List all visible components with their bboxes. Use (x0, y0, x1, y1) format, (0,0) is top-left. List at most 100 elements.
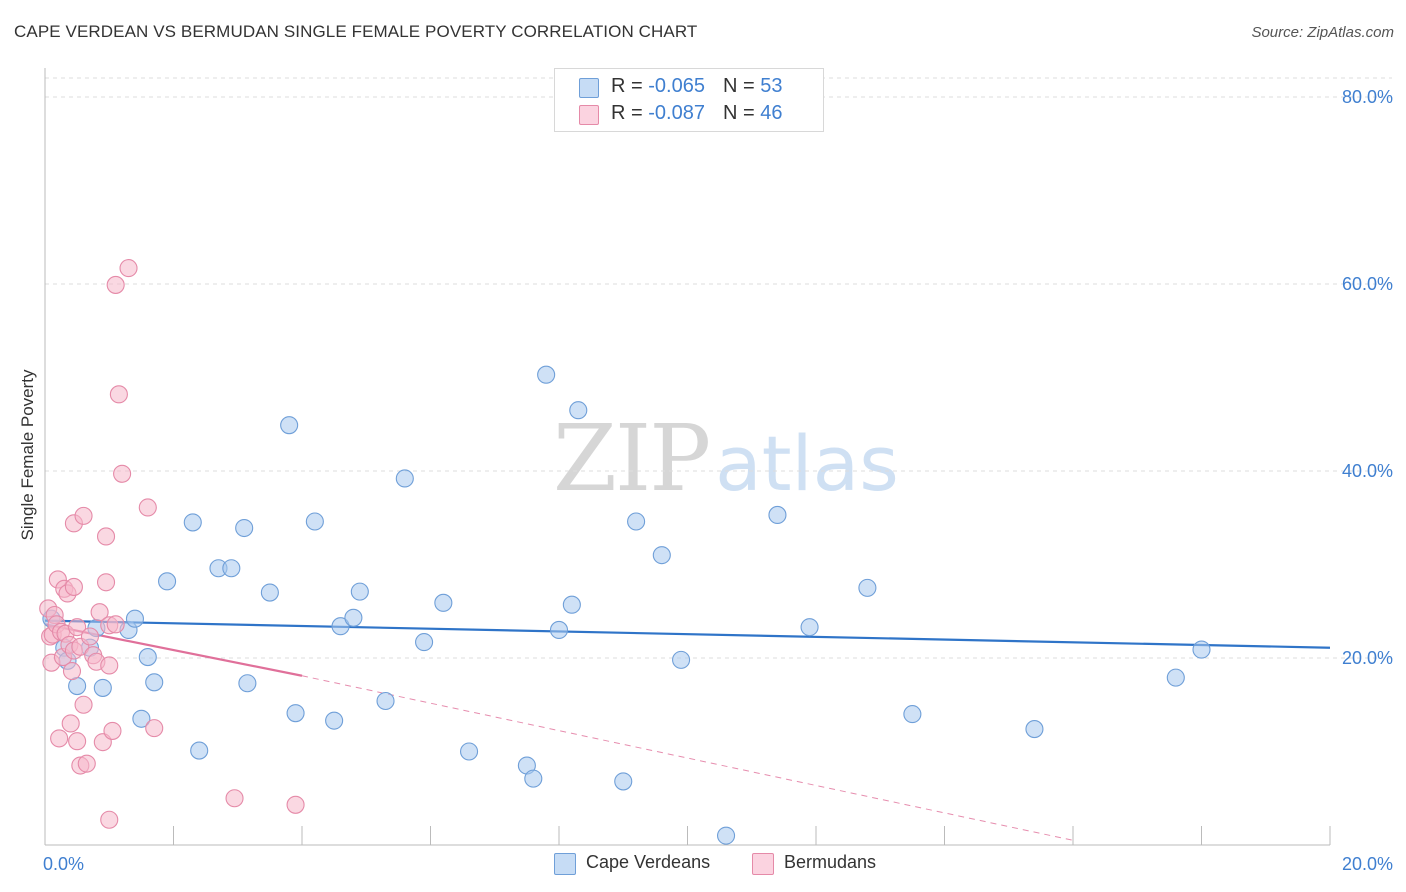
legend-swatch-blue (579, 78, 599, 98)
y-tick-label: 20.0% (1342, 648, 1393, 668)
legend-n-label: N = (722, 75, 761, 97)
point-bermudan (145, 719, 164, 738)
point-bermudan (80, 627, 100, 646)
legend-n-value: 53 (760, 75, 783, 97)
point-cape-verdean (652, 546, 671, 565)
point-cape-verdean (125, 609, 144, 628)
point-cape-verdean (569, 401, 588, 420)
point-bermudan (74, 695, 93, 714)
point-bermudan (96, 573, 116, 592)
point-cape-verdean (280, 416, 299, 435)
point-bermudan (61, 714, 80, 733)
legend-n-label: N = (722, 102, 761, 124)
point-cape-verdean (524, 769, 543, 788)
point-cape-verdean (395, 469, 414, 488)
legend-r-value: -0.087 (648, 102, 705, 124)
point-cape-verdean (768, 505, 787, 524)
point-cape-verdean (1025, 720, 1044, 739)
x-tick-label: 0.0% (43, 854, 84, 874)
y-tick-label: 80.0% (1342, 87, 1393, 107)
point-bermudan (62, 662, 82, 681)
point-cape-verdean (903, 705, 922, 724)
y-axis-label: Single Female Poverty (18, 369, 37, 541)
point-cape-verdean (344, 608, 363, 627)
watermark-zip: ZIP (553, 405, 711, 512)
point-cape-verdean (222, 559, 241, 578)
tick-labels: 20.0% 40.0% 60.0% 80.0% 0.0% 20.0% (43, 87, 1393, 874)
trend-line-extension-bermudans (301, 675, 1074, 841)
point-cape-verdean (183, 513, 202, 532)
point-bermudan (77, 754, 96, 773)
bottom-legend-label: Cape Verdeans (586, 852, 711, 872)
axes (44, 68, 1331, 846)
point-cape-verdean (190, 741, 209, 760)
point-cape-verdean (376, 691, 395, 711)
point-cape-verdean (305, 512, 324, 531)
legend-swatch-pink (579, 105, 599, 125)
point-bermudan (113, 464, 132, 483)
point-cape-verdean (549, 620, 569, 640)
point-bermudan (100, 656, 119, 675)
point-cape-verdean (1166, 668, 1185, 687)
point-bermudan (109, 385, 128, 404)
point-bermudan (106, 615, 125, 634)
point-cape-verdean (158, 572, 177, 591)
point-bermudan (225, 789, 244, 808)
point-bermudan (68, 732, 87, 751)
point-bermudan (100, 810, 119, 829)
point-cape-verdean (672, 650, 691, 669)
bottom-legend-label: Bermudans (784, 852, 877, 872)
point-bermudan (96, 527, 116, 546)
bottom-legend-swatch-blue (554, 853, 576, 875)
x-tick-label: 20.0% (1342, 854, 1393, 874)
trend-line-cape-verdeans (44, 619, 1331, 649)
point-bermudan (119, 259, 138, 278)
point-cape-verdean (562, 595, 581, 614)
point-bermudan (138, 498, 157, 517)
chart-title: CAPE VERDEAN VS BERMUDAN SINGLE FEMALE P… (14, 22, 698, 41)
point-cape-verdean (537, 365, 556, 384)
point-cape-verdean (138, 648, 157, 667)
point-cape-verdean (235, 518, 254, 538)
y-tick-label: 40.0% (1342, 461, 1393, 481)
point-cape-verdean (1192, 640, 1211, 659)
point-cape-verdean (331, 617, 350, 636)
point-cape-verdean (415, 633, 434, 652)
source-label: Source: ZipAtlas.com (1251, 24, 1394, 41)
watermark-atlas: atlas (715, 419, 899, 508)
point-cape-verdean (132, 709, 151, 728)
legend-r-value: -0.065 (648, 75, 705, 97)
bottom-legend-swatch-pink (752, 853, 774, 875)
point-cape-verdean (858, 578, 877, 597)
point-bermudan (286, 795, 305, 814)
legend-r-label: R = (611, 102, 649, 124)
point-cape-verdean (459, 742, 479, 761)
point-bermudan (64, 577, 83, 596)
point-cape-verdean (627, 512, 646, 531)
point-cape-verdean (716, 826, 736, 845)
point-bermudan (50, 729, 69, 748)
point-cape-verdean (145, 673, 164, 692)
point-bermudan (106, 275, 125, 294)
point-cape-verdean (286, 704, 305, 723)
point-bermudan (68, 618, 87, 637)
point-bermudan (103, 721, 122, 740)
watermark: ZIPatlas (553, 405, 899, 512)
correlation-legend: R = -0.065 N = 53 R = -0.087 N = 46 (554, 68, 824, 132)
data-points (39, 259, 1211, 845)
legend-r-label: R = (611, 75, 649, 97)
point-cape-verdean (800, 618, 819, 637)
point-bermudan (90, 603, 109, 622)
point-cape-verdean (614, 772, 633, 791)
point-cape-verdean (260, 583, 279, 602)
point-cape-verdean (434, 593, 453, 612)
point-bermudan (74, 506, 93, 525)
point-cape-verdean (350, 582, 369, 601)
y-tick-label: 60.0% (1342, 274, 1393, 294)
legend-n-value: 46 (760, 102, 783, 124)
grid (45, 77, 1392, 659)
point-cape-verdean (238, 674, 257, 693)
point-cape-verdean (325, 711, 344, 730)
point-cape-verdean (93, 678, 112, 697)
